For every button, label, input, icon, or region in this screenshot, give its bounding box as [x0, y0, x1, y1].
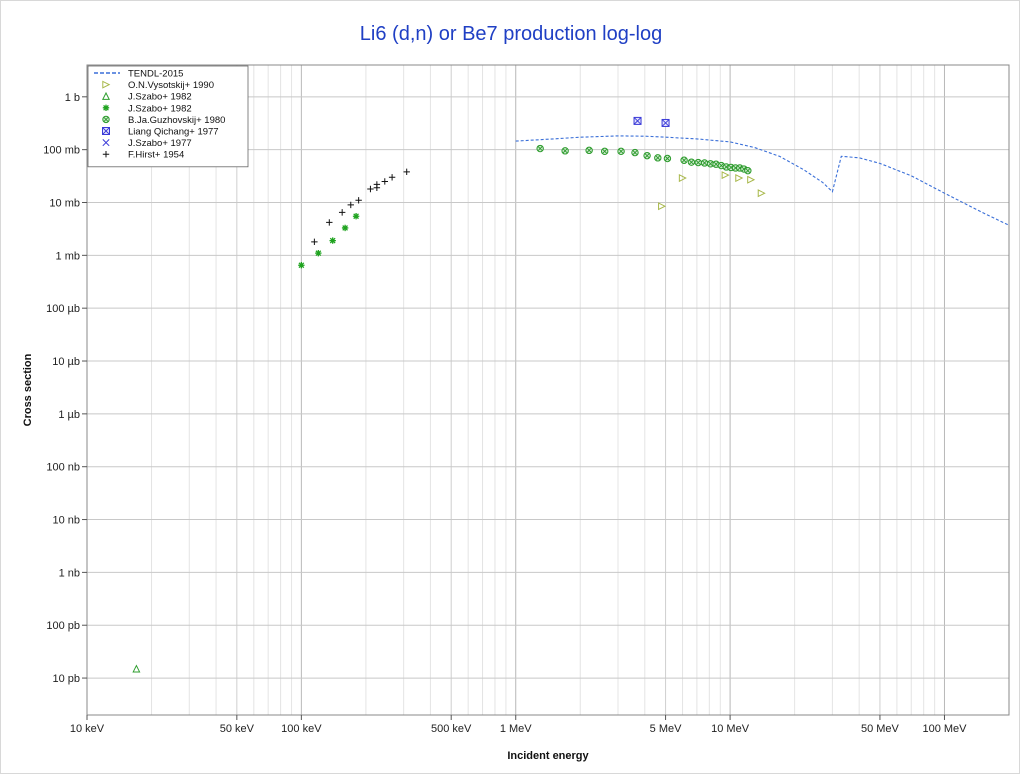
- legend-swatch: [101, 91, 111, 100]
- data-point: [352, 213, 360, 220]
- legend-label: F.Hirst+ 1954: [128, 150, 184, 161]
- data-point-cross: [618, 149, 624, 154]
- data-point: [757, 189, 766, 198]
- x-tick-label: 50 MeV: [861, 723, 900, 735]
- x-tick-label: 100 keV: [281, 723, 322, 735]
- data-point: [338, 209, 346, 216]
- data-point: [355, 197, 362, 204]
- data-point-cross: [562, 148, 568, 154]
- y-tick-label: 100 nb: [46, 462, 80, 474]
- data-point: [403, 168, 410, 176]
- x-tick-label: 500 keV: [431, 723, 472, 735]
- y-tick-label: 1 nb: [59, 567, 80, 579]
- x-tick-label: 5 MeV: [650, 723, 682, 735]
- data-point-cross: [713, 161, 719, 167]
- data-point: [341, 224, 349, 232]
- y-tick-label: 10 nb: [52, 515, 80, 527]
- data-point-cross: [655, 155, 661, 161]
- series-1: [658, 171, 766, 211]
- data-point-cross: [644, 153, 650, 158]
- legend-label: J.Szabo+ 1977: [128, 138, 192, 149]
- x-tick-label: 10 MeV: [711, 723, 750, 735]
- data-point: [132, 664, 141, 673]
- series-7: [311, 168, 410, 246]
- data-point: [326, 219, 333, 226]
- data-point-cross: [695, 160, 701, 165]
- data-point: [347, 201, 354, 209]
- data-point-cross: [633, 117, 642, 125]
- x-tick-label: 50 keV: [220, 723, 255, 735]
- data-point-cross: [681, 157, 687, 163]
- data-point-cross: [632, 150, 638, 155]
- x-tick-label: 10 keV: [70, 723, 105, 735]
- plot-frame: [86, 64, 1010, 716]
- series-0: [515, 135, 1010, 226]
- legend-swatch: [102, 80, 111, 89]
- y-tick-label: 1 mb: [56, 250, 80, 262]
- y-tick-label: 10 µb: [52, 356, 80, 368]
- x-axis-title: Incident energy: [507, 750, 589, 762]
- data-point: [388, 174, 396, 181]
- data-point: [311, 238, 318, 246]
- data-point: [678, 174, 687, 183]
- chart-title: Li6 (d,n) or Be7 production log-log: [359, 23, 663, 45]
- data-point: [373, 181, 381, 188]
- legend-swatch-cross: [102, 127, 110, 135]
- legend-box: [87, 65, 249, 168]
- legend-swatch: [102, 139, 110, 147]
- y-axis-title: Cross section: [22, 353, 34, 426]
- data-point: [315, 249, 322, 257]
- data-point: [381, 178, 388, 185]
- data-point-cross: [745, 168, 751, 174]
- data-point-cross: [708, 161, 713, 167]
- data-point: [298, 262, 305, 269]
- series-layer: [132, 116, 1010, 673]
- legend-label: Liang Qichang+ 1977: [128, 127, 219, 138]
- data-point: [747, 175, 756, 184]
- y-tick-label: 100 µb: [46, 303, 80, 315]
- legend-label: O.N.Vysotskij+ 1990: [128, 80, 214, 91]
- legend-swatch-cross: [103, 117, 109, 122]
- x-tick-label: 1 MeV: [500, 723, 532, 735]
- data-point-cross: [665, 156, 670, 161]
- legend-label: TENDL-2015: [128, 69, 183, 80]
- data-point: [367, 185, 374, 193]
- data-point-cross: [661, 119, 670, 127]
- y-tick-label: 10 mb: [49, 197, 80, 209]
- tendl-line: [515, 135, 1010, 226]
- legend-label: J.Szabo+ 1982: [128, 103, 192, 114]
- data-point: [658, 202, 667, 211]
- y-tick-label: 1 µb: [58, 409, 80, 421]
- legend-swatch: [102, 104, 110, 111]
- data-point-cross: [702, 160, 707, 166]
- series-2: [132, 664, 141, 673]
- data-point-cross: [586, 148, 592, 153]
- data-point: [329, 237, 336, 244]
- x-tick-label: 100 MeV: [922, 723, 967, 735]
- data-point: [735, 174, 744, 183]
- legend-swatch: [102, 151, 110, 158]
- legend-label: B.Ja.Guzhovskij+ 1980: [128, 115, 225, 126]
- axes-layer: 10 keV 50 keV 100 keV 500 keV 1 MeV 5 MeV 10 M…: [43, 92, 967, 735]
- y-tick-label: 1 b: [65, 92, 80, 104]
- data-point-cross: [602, 149, 608, 154]
- legend-label: J.Szabo+ 1982: [128, 92, 192, 103]
- data-point-cross: [689, 159, 694, 165]
- y-tick-label: 100 pb: [46, 620, 80, 632]
- data-point-cross: [537, 146, 543, 151]
- series-5: [633, 116, 670, 127]
- y-tick-label: 100 mb: [43, 145, 80, 157]
- y-tick-label: 10 pb: [52, 673, 80, 685]
- series-3: [298, 213, 360, 269]
- data-point: [721, 171, 730, 180]
- series-4: [536, 144, 752, 175]
